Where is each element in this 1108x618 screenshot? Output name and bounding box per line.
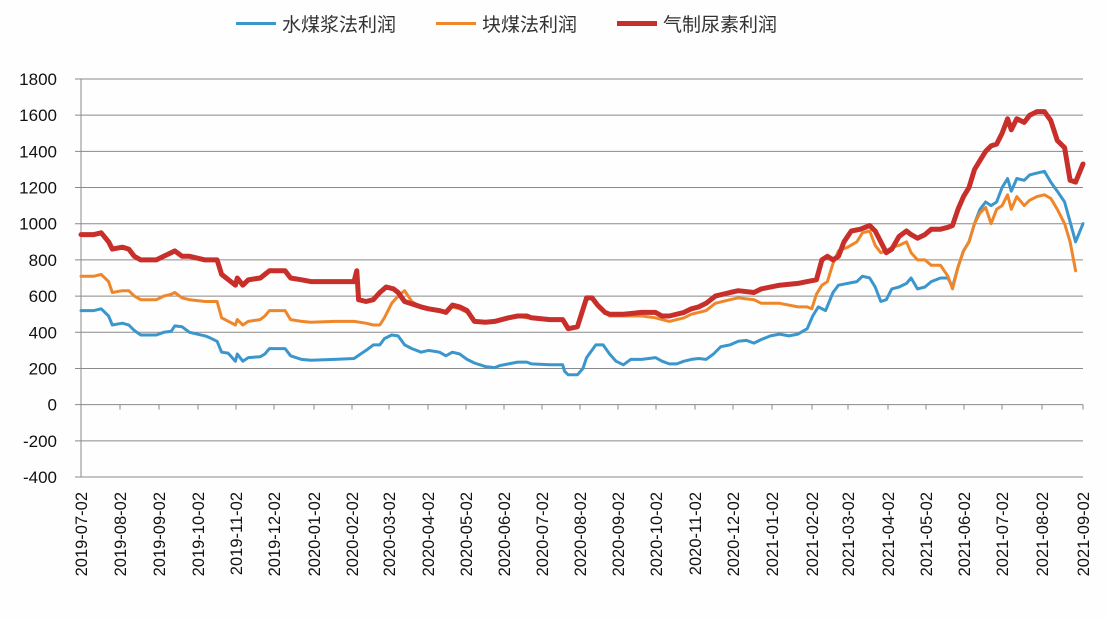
series-line [79, 169, 1085, 377]
y-axis: -400 -200 0 200 400 600 800 1000 1200 1400 1600 180… [19, 70, 82, 487]
x-tick-label: 2021-01-02 [764, 492, 782, 576]
legend-label: 水煤浆法利润 [282, 14, 397, 36]
legend-item-gas-urea: 气制尿素利润 [617, 10, 777, 37]
x-tick-label: 2021-05-02 [918, 492, 936, 576]
x-tick-label: 2020-12-02 [725, 492, 743, 576]
legend-label: 块煤法利润 [482, 14, 578, 36]
x-tick-label: 2021-06-02 [956, 492, 974, 576]
legend-label: 气制尿素利润 [663, 14, 778, 36]
y-tick-label: 1600 [19, 106, 57, 125]
y-tick-label: 0 [48, 396, 57, 415]
x-tick-label: 2019-07-02 [73, 492, 91, 576]
x-tick-label: 2020-11-02 [687, 492, 705, 575]
y-tick-label: 400 [29, 323, 57, 342]
x-tick-label: 2020-06-02 [496, 492, 514, 576]
x-tick-label: 2021-04-02 [880, 492, 898, 576]
legend-swatch [436, 22, 477, 25]
y-tick-label: 800 [29, 251, 57, 270]
x-tick-label: 2019-09-02 [151, 492, 169, 576]
x-tick-label: 2021-08-02 [1034, 492, 1052, 576]
x-tick-label: 2019-08-02 [112, 492, 130, 576]
x-tick-label: 2020-01-02 [306, 492, 324, 576]
series-line [78, 109, 1086, 332]
y-tick-label: -400 [23, 468, 57, 487]
x-tick-label: 2020-03-02 [381, 492, 399, 576]
x-tick-label: 2019-11-02 [228, 492, 246, 575]
x-tick-label: 2020-02-02 [344, 492, 362, 576]
legend-item-water-coal-slurry: 水煤浆法利润 [236, 10, 396, 37]
series-line [79, 193, 1078, 331]
x-tick-label: 2020-08-02 [572, 492, 590, 576]
legend-item-lump-coal: 块煤法利润 [436, 10, 577, 37]
legend-swatch [617, 21, 658, 26]
legend: 水煤浆法利润 块煤法利润 气制尿素利润 [236, 10, 817, 37]
legend-swatch [236, 22, 276, 25]
x-tick-label: 2020-04-02 [420, 492, 438, 576]
x-tick-label: 2019-10-02 [190, 492, 208, 576]
x-tick-label: 2021-07-02 [994, 492, 1012, 576]
x-tick-label: 2020-07-02 [534, 492, 552, 576]
y-tick-label: 600 [29, 287, 57, 306]
x-tick-label: 2019-12-02 [266, 492, 284, 576]
series-lines [78, 109, 1086, 377]
x-tick-label: 2021-03-02 [840, 492, 858, 576]
y-tick-label: 1000 [19, 215, 57, 234]
gridlines [75, 78, 1083, 478]
x-tick-label: 2020-10-02 [648, 492, 666, 576]
x-tick-label: 2021-02-02 [804, 492, 822, 576]
x-tick-label: 2020-05-02 [458, 492, 476, 576]
y-tick-label: 1400 [19, 142, 57, 161]
y-tick-label: -200 [23, 432, 57, 451]
x-axis: 2019-07-02 2019-08-02 2019-09-02 2019-10-02… [73, 404, 1093, 576]
y-tick-label: 200 [29, 359, 57, 378]
x-tick-label: 2021-09-02 [1075, 492, 1093, 576]
y-tick-label: 1200 [19, 179, 57, 198]
x-tick-label: 2020-09-02 [610, 492, 628, 576]
y-tick-label: 1800 [19, 70, 57, 89]
